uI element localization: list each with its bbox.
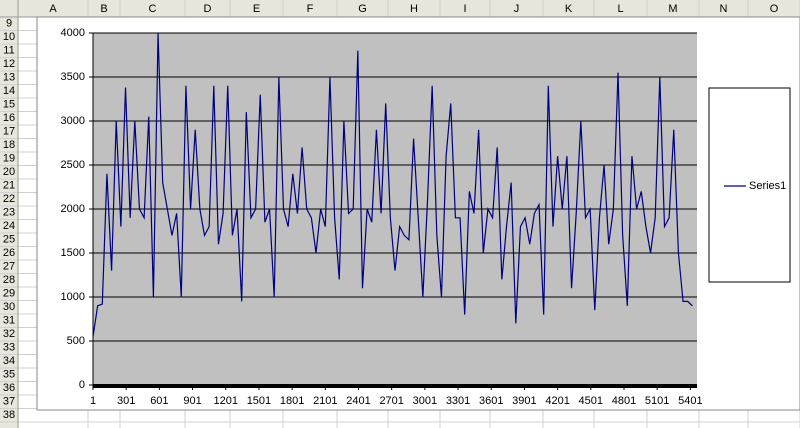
y-tick-label: 3500 (61, 71, 85, 83)
x-tick-label: 3001 (413, 395, 437, 407)
x-tick-label: 301 (117, 395, 135, 407)
x-tick-label: 901 (183, 395, 201, 407)
y-tick-label: 500 (67, 335, 85, 347)
x-tick-label: 4801 (612, 395, 636, 407)
row-header: 31 (3, 315, 15, 327)
y-tick-label: 0 (79, 379, 85, 391)
row-header: 13 (3, 72, 15, 84)
row-header-bar (0, 0, 18, 428)
chart: 0 500 1000 1500 2000 2500 3000 3500 4000 1 301 601 9… (61, 27, 791, 407)
row-header: 27 (3, 261, 15, 273)
x-tick-label: 3301 (446, 395, 470, 407)
legend-label: Series1 (749, 180, 786, 192)
column-header: B (100, 3, 107, 15)
column-header: L (617, 3, 623, 15)
x-tick-label: 1801 (280, 395, 304, 407)
row-header: 28 (3, 274, 15, 286)
column-header: F (307, 3, 314, 15)
x-tick-label: 2401 (346, 395, 370, 407)
column-header: J (514, 3, 520, 15)
y-tick-label: 1000 (61, 291, 85, 303)
column-header: E (253, 3, 260, 15)
row-header: 16 (3, 112, 15, 124)
row-header: 17 (3, 126, 15, 138)
x-tick-label: 601 (150, 395, 168, 407)
column-header-bar (0, 0, 800, 17)
x-tick-label: 1501 (247, 395, 271, 407)
row-header: 24 (3, 220, 15, 232)
x-tick-label: 4201 (545, 395, 569, 407)
row-header: 9 (6, 18, 12, 30)
row-header: 37 (3, 396, 15, 408)
y-tick-label: 3000 (61, 115, 85, 127)
row-header: 11 (3, 45, 14, 57)
column-header: A (49, 3, 57, 15)
column-header: I (463, 3, 466, 15)
y-tick-label: 2000 (61, 203, 85, 215)
x-tick-label: 4501 (579, 395, 603, 407)
column-header: G (358, 3, 367, 15)
row-header: 12 (3, 58, 15, 70)
row-header: 36 (3, 382, 15, 394)
column-header: H (410, 3, 418, 15)
row-header: 25 (3, 234, 15, 246)
x-tick-label: 5101 (645, 395, 669, 407)
x-tick-label: 5401 (678, 395, 702, 407)
x-axis (93, 384, 697, 388)
column-header: O (770, 3, 779, 15)
row-header: 35 (3, 369, 15, 381)
y-tick-label: 1500 (61, 247, 85, 259)
x-tick-label: 2701 (379, 395, 403, 407)
row-header: 26 (3, 247, 15, 259)
x-tick-label: 3901 (512, 395, 536, 407)
row-header: 29 (3, 288, 15, 300)
row-header: 34 (3, 355, 15, 367)
row-header: 33 (3, 342, 15, 354)
row-header: 22 (3, 193, 15, 205)
row-header: 30 (3, 301, 15, 313)
column-header: N (720, 3, 728, 15)
row-header: 14 (3, 85, 15, 97)
x-tick-label: 2101 (313, 395, 337, 407)
x-tick-label: 1201 (214, 395, 238, 407)
y-tick-label: 2500 (61, 159, 85, 171)
x-tick-label: 3601 (479, 395, 503, 407)
y-tick-label: 4000 (61, 27, 85, 39)
row-header: 38 (3, 409, 15, 421)
row-header: 21 (3, 180, 15, 192)
row-header: 10 (3, 31, 15, 43)
row-header: 20 (3, 166, 15, 178)
row-header: 19 (3, 153, 15, 165)
row-header: 23 (3, 207, 15, 219)
column-header: C (149, 3, 157, 15)
legend-box (708, 87, 791, 283)
x-tick-label: 1 (90, 395, 96, 407)
row-header: 32 (3, 328, 15, 340)
series-line (92, 32, 693, 337)
column-header: M (668, 3, 677, 15)
column-header: K (565, 3, 573, 15)
row-header: 15 (3, 99, 15, 111)
row-header: 18 (3, 139, 15, 151)
column-header: D (204, 3, 212, 15)
